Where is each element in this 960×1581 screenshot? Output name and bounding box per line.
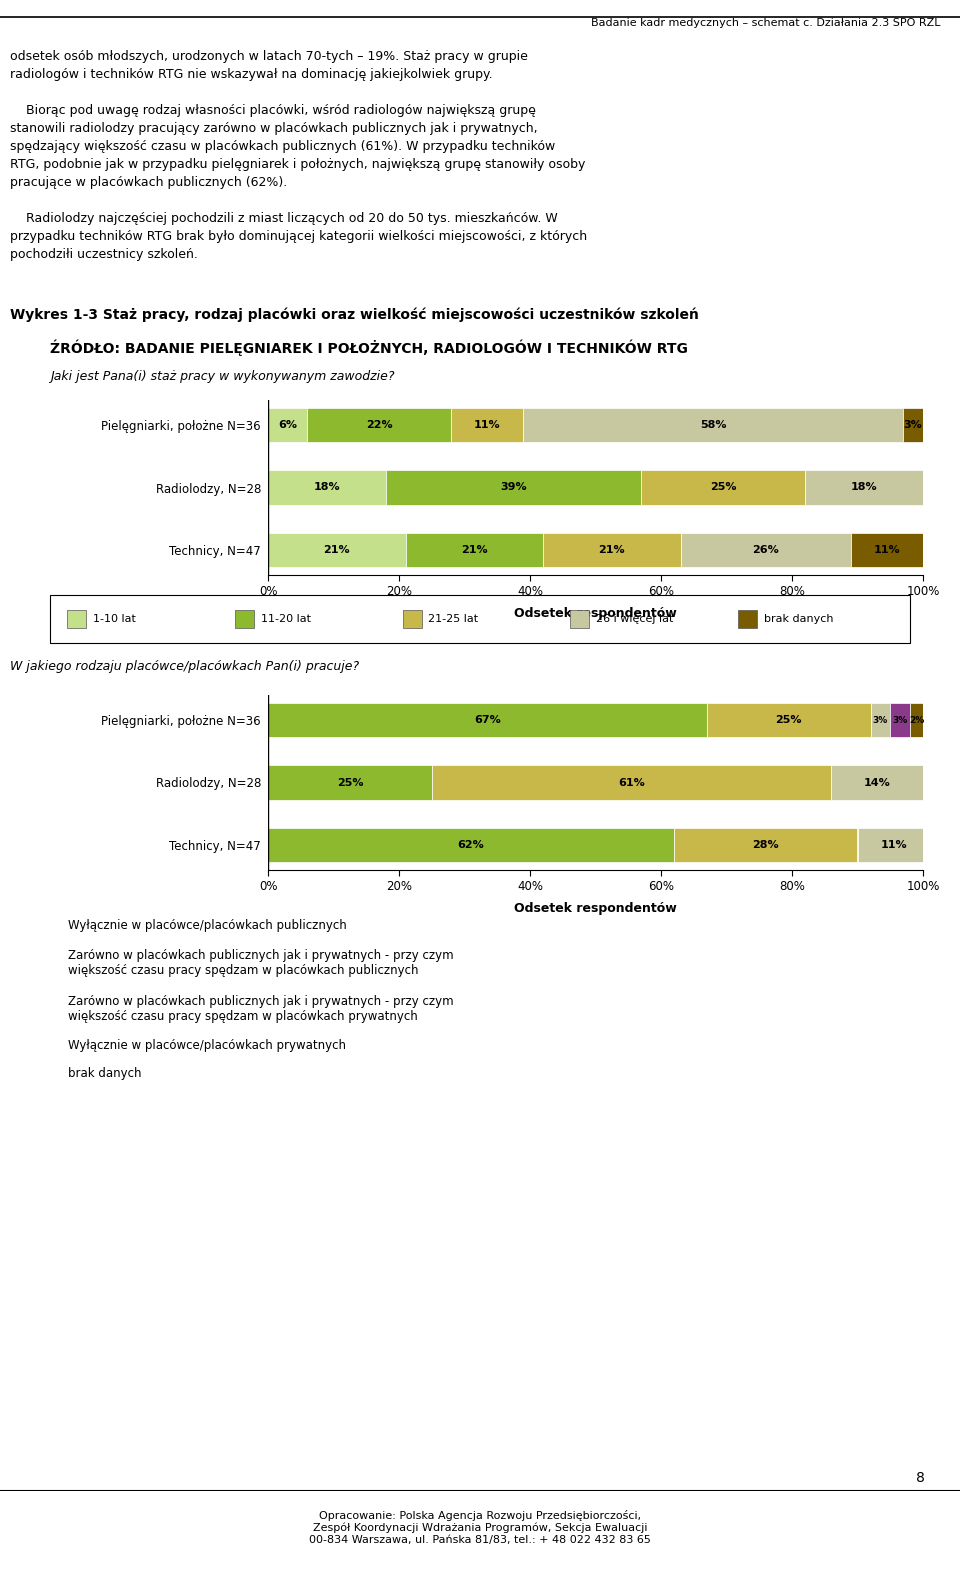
Text: Opracowanie: Polska Agencja Rozwoju Przedsiębiorczości,
Zespół Koordynacji Wdraż: Opracowanie: Polska Agencja Rozwoju Prze… (309, 1510, 651, 1545)
Text: 22%: 22% (366, 421, 393, 430)
Text: 3%: 3% (873, 716, 888, 724)
Text: brak danych: brak danych (68, 1067, 141, 1080)
Text: Zarówno w placówkach publicznych jak i prywatnych - przy czym
większość czasu pr: Zarówno w placówkach publicznych jak i p… (68, 949, 454, 977)
Text: 67%: 67% (474, 715, 501, 726)
Text: Zarówno w placówkach publicznych jak i prywatnych - przy czym
większość czasu pr: Zarówno w placówkach publicznych jak i p… (68, 994, 454, 1023)
Text: radiologów i techników RTG nie wskazywał na dominację jakiejkolwiek grupy.: radiologów i techników RTG nie wskazywał… (10, 68, 492, 81)
Text: 11%: 11% (880, 840, 907, 851)
Bar (890, 704, 910, 737)
Bar (903, 408, 923, 443)
Text: 11%: 11% (474, 421, 501, 430)
Text: 1-10 lat: 1-10 lat (93, 613, 136, 624)
Text: Wyłącznie w placówce/placówkach prywatnych: Wyłącznie w placówce/placówkach prywatny… (68, 1039, 346, 1053)
Text: 25%: 25% (776, 715, 802, 726)
Text: pochodziłi uczestnicy szkoleń.: pochodziłi uczestnicy szkoleń. (10, 248, 198, 261)
Bar (738, 610, 756, 628)
Bar (570, 610, 589, 628)
Text: 11%: 11% (874, 545, 900, 555)
Bar (451, 408, 523, 443)
Bar (523, 408, 903, 443)
Bar (543, 533, 681, 568)
Text: Wyłącznie w placówce/placówkach publicznych: Wyłącznie w placówce/placówkach publiczn… (68, 920, 347, 933)
Text: 8: 8 (916, 1470, 924, 1485)
Text: 3%: 3% (903, 421, 923, 430)
Bar (307, 408, 451, 443)
Bar (268, 704, 707, 737)
Text: odsetek osób młodszych, urodzonych w latach 70-tych – 19%. Staż pracy w grupie: odsetek osób młodszych, urodzonych w lat… (10, 51, 528, 63)
Text: 39%: 39% (500, 482, 527, 493)
Text: 2%: 2% (909, 716, 924, 724)
Bar (67, 610, 86, 628)
Text: 25%: 25% (337, 778, 363, 787)
Text: brak danych: brak danych (764, 613, 833, 624)
X-axis label: Odsetek respondentów: Odsetek respondentów (515, 607, 677, 620)
Text: 25%: 25% (710, 482, 736, 493)
Bar (268, 470, 386, 504)
Bar (851, 533, 923, 568)
Text: ŹRÓDŁO: BADANIE PIELĘGNIAREK I POŁOŻNYCH, RADIOLOGÓW I TECHNIKÓW RTG: ŹRÓDŁO: BADANIE PIELĘGNIAREK I POŁOŻNYCH… (50, 340, 688, 356)
Text: 3%: 3% (893, 716, 908, 724)
Text: 18%: 18% (314, 482, 340, 493)
Text: 61%: 61% (618, 778, 645, 787)
Text: W jakiego rodzaju placówce/placówkach Pan(i) pracuje?: W jakiego rodzaju placówce/placówkach Pa… (10, 659, 359, 674)
Bar (402, 610, 421, 628)
Text: spędzający większość czasu w placówkach publicznych (61%). W przypadku techników: spędzający większość czasu w placówkach … (10, 141, 555, 153)
Text: 11-20 lat: 11-20 lat (261, 613, 311, 624)
Bar (386, 470, 641, 504)
Bar (268, 533, 405, 568)
Text: pracujące w placówkach publicznych (62%).: pracujące w placówkach publicznych (62%)… (10, 175, 287, 190)
Text: 26%: 26% (753, 545, 780, 555)
Bar (871, 704, 890, 737)
Text: 58%: 58% (700, 421, 727, 430)
Bar (268, 828, 674, 862)
Text: 6%: 6% (278, 421, 298, 430)
Text: Radiolodzy najczęściej pochodzili z miast liczących od 20 do 50 tys. mieszkańców: Radiolodzy najczęściej pochodzili z mias… (10, 212, 558, 225)
Bar (432, 765, 831, 800)
Bar (707, 704, 871, 737)
Text: 21%: 21% (324, 545, 350, 555)
Text: przypadku techników RTG brak było dominującej kategorii wielkości miejscowości, : przypadku techników RTG brak było dominu… (10, 229, 588, 243)
Bar (805, 470, 923, 504)
Text: 18%: 18% (851, 482, 877, 493)
Text: 21%: 21% (599, 545, 625, 555)
Bar (910, 704, 923, 737)
X-axis label: Odsetek respondentów: Odsetek respondentów (515, 901, 677, 915)
Text: stanowili radiolodzy pracujący zarówno w placówkach publicznych jak i prywatnych: stanowili radiolodzy pracujący zarówno w… (10, 122, 538, 134)
Bar (268, 765, 432, 800)
Bar (235, 610, 253, 628)
Text: 28%: 28% (753, 840, 780, 851)
Text: Badanie kadr medycznych – schemat c. Działania 2.3 SPO RZL: Badanie kadr medycznych – schemat c. Dzi… (591, 17, 941, 28)
Bar (681, 533, 851, 568)
Bar (405, 533, 543, 568)
Text: Biorąc pod uwagę rodzaj własności placówki, wśród radiologów największą grupę: Biorąc pod uwagę rodzaj własności placów… (10, 104, 536, 117)
Text: 26 i więcej lat: 26 i więcej lat (596, 613, 674, 624)
Text: RTG, podobnie jak w przypadku pielęgniarek i położnych, największą grupę stanowi: RTG, podobnie jak w przypadku pielęgniar… (10, 158, 586, 171)
Bar (857, 828, 929, 862)
Text: 21%: 21% (461, 545, 488, 555)
Bar (641, 470, 805, 504)
Text: Wykres 1-3 Staż pracy, rodzaj placówki oraz wielkość miejscowości uczestników sz: Wykres 1-3 Staż pracy, rodzaj placówki o… (10, 308, 699, 323)
Text: 62%: 62% (458, 840, 485, 851)
Bar (831, 765, 923, 800)
Text: 14%: 14% (864, 778, 891, 787)
Text: 21-25 lat: 21-25 lat (428, 613, 478, 624)
Bar (674, 828, 857, 862)
Bar (268, 408, 307, 443)
Text: Jaki jest Pana(i) staż pracy w wykonywanym zawodzie?: Jaki jest Pana(i) staż pracy w wykonywan… (50, 370, 395, 383)
